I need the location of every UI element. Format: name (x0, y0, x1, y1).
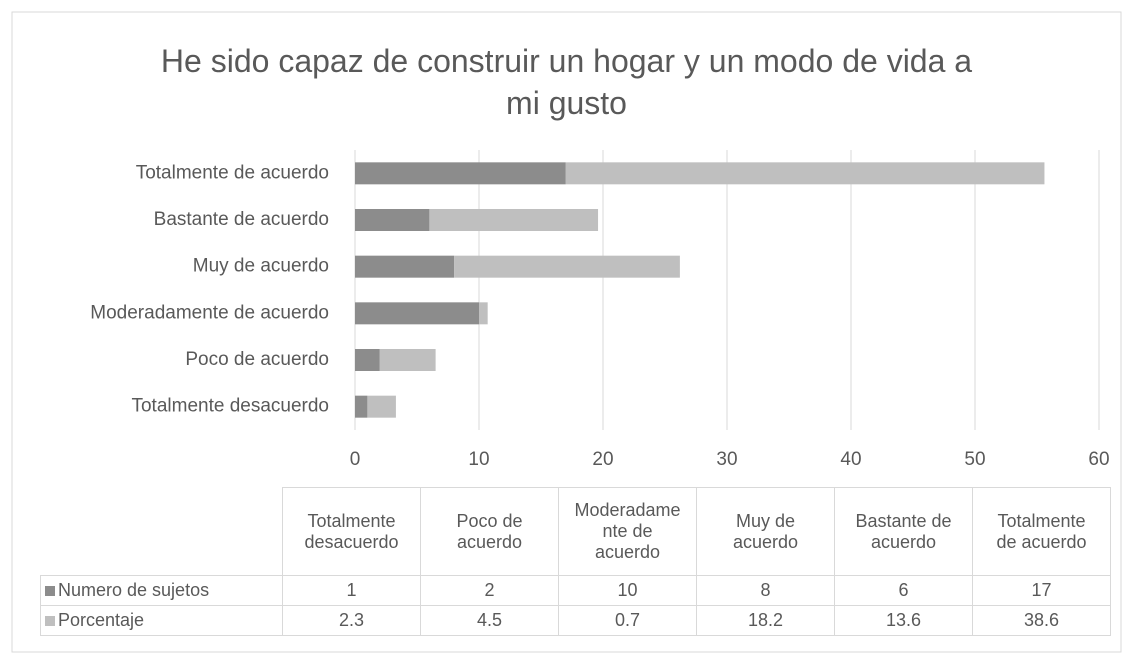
x-tick-label: 50 (964, 449, 985, 470)
legend-key (45, 616, 55, 626)
row-label-cell: Numero de sujetos (40, 575, 283, 606)
table-value: 2 (420, 575, 559, 606)
y-tick-label: Totalmente desacuerdo (131, 396, 329, 417)
legend-key (45, 586, 55, 596)
table-value: 18.2 (696, 605, 835, 636)
table-value: 8 (696, 575, 835, 606)
table-value: 6 (834, 575, 973, 606)
x-tick-label: 30 (716, 449, 737, 470)
table-value: 2.3 (282, 605, 421, 636)
data-table: Totalmente desacuerdo Poco de acuerdo Mode… (40, 487, 1111, 636)
y-tick-label: Muy de acuerdo (193, 256, 329, 277)
table-header: Moderadamente de acuerdo (558, 487, 697, 576)
bar (355, 162, 566, 185)
legend-label: Numero de sujetos (58, 580, 210, 600)
x-tick-label: 60 (1088, 449, 1109, 470)
row-label-cell: Porcentaje (40, 605, 283, 636)
bar (355, 302, 479, 325)
y-tick-label: Poco de acuerdo (185, 349, 329, 370)
bar (479, 302, 488, 325)
table-header: Totalmente desacuerdo (282, 487, 421, 576)
y-tick-label: Totalmente de acuerdo (136, 162, 329, 183)
x-tick-label: 10 (468, 449, 489, 470)
bar (355, 209, 430, 231)
bar (429, 209, 599, 231)
header-row: Totalmente desacuerdo Poco de acuerdo Mode… (41, 487, 1111, 576)
table-value: 0.7 (558, 605, 697, 636)
bar (454, 255, 680, 278)
table-header: Totalmente de acuerdo (972, 487, 1111, 576)
table-header: Poco de acuerdo (420, 487, 559, 576)
bar (367, 395, 396, 418)
chart-border (11, 11, 1122, 653)
y-tick-label: Moderadamente de acuerdo (90, 302, 329, 323)
table-header: Bastante de acuerdo (834, 487, 973, 576)
bar (379, 349, 436, 371)
table-value: 38.6 (972, 605, 1111, 636)
x-tick-label: 40 (840, 449, 861, 470)
empty-cell (41, 488, 283, 576)
table-value: 13.6 (834, 605, 973, 636)
bar (565, 162, 1045, 185)
table-row: Numero de sujetos 1 2 10 8 6 17 (40, 575, 1111, 606)
table-row: Porcentaje 2.3 4.5 0.7 18.2 13.6 38.6 (40, 605, 1111, 636)
bar (355, 349, 380, 371)
table-value: 4.5 (420, 605, 559, 636)
x-tick-label: 0 (350, 449, 361, 470)
table-value: 1 (282, 575, 421, 606)
table-value: 17 (972, 575, 1111, 606)
chart-title: He sido capaz de construir un hogar y un… (160, 43, 973, 121)
y-tick-label: Bastante de acuerdo (154, 209, 329, 230)
bar (355, 395, 368, 418)
table-header: Muy de acuerdo (696, 487, 835, 576)
table-value: 10 (558, 575, 697, 606)
x-tick-label: 20 (592, 449, 613, 470)
bar (355, 255, 455, 278)
legend-label: Porcentaje (58, 610, 145, 630)
